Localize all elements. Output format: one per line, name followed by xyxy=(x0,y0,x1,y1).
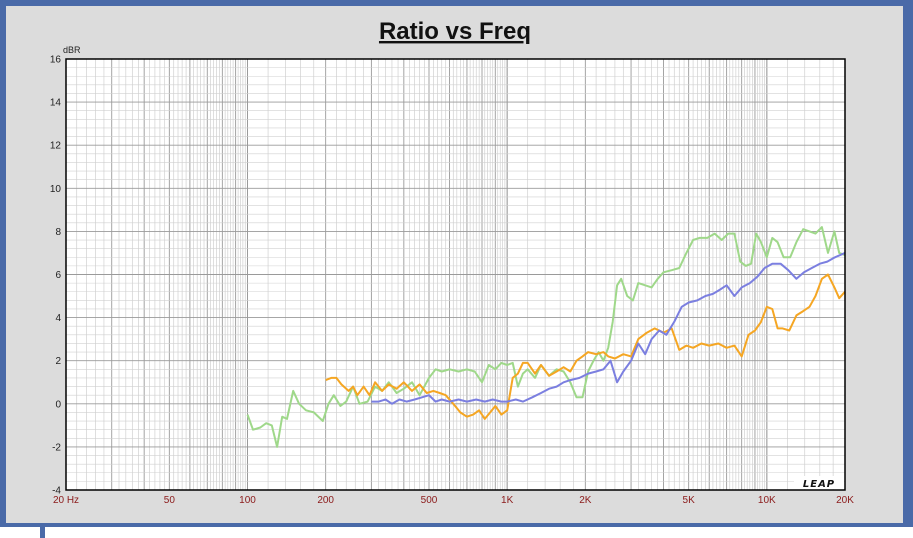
y-tick-label: 0 xyxy=(55,399,61,410)
x-tick-label: 200 xyxy=(317,495,334,506)
y-tick-label: 16 xyxy=(50,55,62,66)
x-tick-label: 2K xyxy=(579,495,592,506)
plot-border xyxy=(65,58,846,491)
y-tick-label: 10 xyxy=(50,184,62,195)
y-axis-unit-label: dBR xyxy=(63,45,81,55)
leap-logo-text: LEAP xyxy=(803,479,835,490)
x-tick-label: 20 Hz xyxy=(53,495,79,506)
series-line-2 xyxy=(325,273,846,420)
x-tick-label: 100 xyxy=(239,495,256,506)
bottom-strip xyxy=(0,527,913,538)
bottom-tab xyxy=(40,527,45,538)
y-tick-label: 14 xyxy=(50,98,62,109)
x-tick-label: 500 xyxy=(421,495,438,506)
leap-logo: LEAP xyxy=(794,476,844,490)
x-tick-label: 50 xyxy=(164,495,176,506)
y-tick-labels: -4 -2 0 2 4 6 8 10 12 14 16 xyxy=(50,55,62,497)
y-tick-label: 2 xyxy=(55,356,61,367)
y-tick-label: 12 xyxy=(50,141,62,152)
y-tick-label: 8 xyxy=(55,227,61,238)
series-line-3 xyxy=(371,251,846,405)
series-line-1 xyxy=(246,226,846,448)
x-tick-label: 5K xyxy=(683,495,696,506)
x-tick-label: 10K xyxy=(758,495,776,506)
y-tick-label: 6 xyxy=(55,270,61,281)
series-layer xyxy=(246,226,846,448)
chart-title: Ratio vs Freq xyxy=(379,18,531,45)
x-tick-label: 1K xyxy=(501,495,514,506)
y-tick-label: -2 xyxy=(52,442,61,453)
x-tick-labels: 20 Hz 50 100 200 500 1K 2K 5K 10K 20K xyxy=(53,495,854,506)
y-tick-label: 4 xyxy=(55,313,61,324)
x-tick-label: 20K xyxy=(836,495,854,506)
y-tick-label: -4 xyxy=(52,486,61,497)
